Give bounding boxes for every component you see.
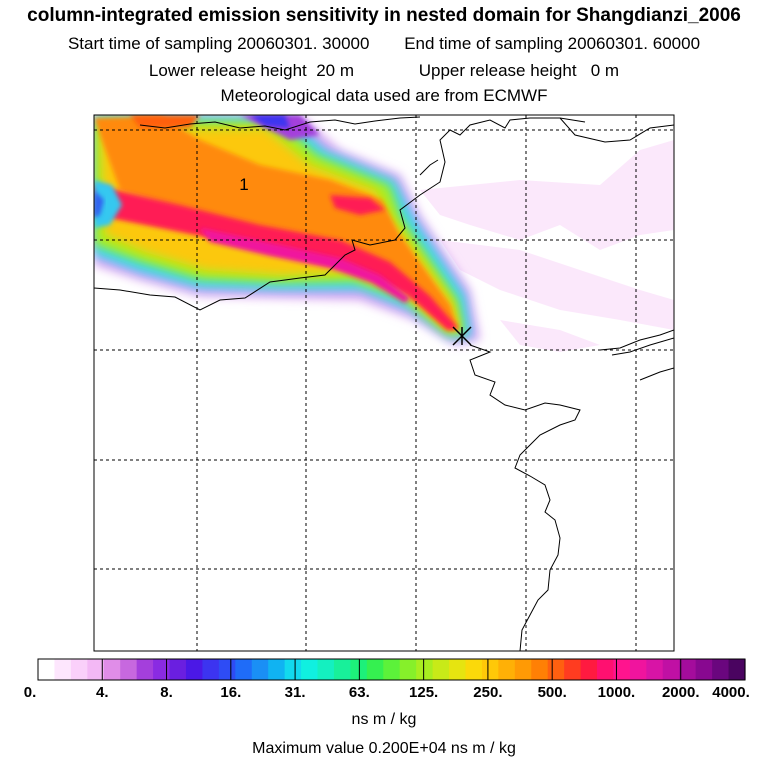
colorbar-segment	[580, 659, 598, 680]
colorbar-tick-label: 8.	[160, 684, 173, 701]
upper-value: 0 m	[590, 61, 620, 80]
colorbar-segment	[597, 659, 615, 680]
colorbar-segment	[235, 659, 253, 680]
colorbar-segment	[218, 659, 236, 680]
colorbar-frame	[37, 658, 746, 681]
colorbar-segment	[629, 659, 647, 680]
colorbar-segment	[531, 659, 549, 680]
start-value: 20060301. 30000	[237, 34, 370, 53]
contour-label: 1	[239, 175, 248, 194]
colorbar-tick-label: 63.	[348, 684, 370, 701]
faint-patches	[420, 140, 674, 352]
colorbar-segment	[317, 659, 335, 680]
colorbar-segment	[465, 659, 483, 680]
colorbar-segment	[251, 659, 269, 680]
colorbar-segment	[613, 659, 631, 680]
colorbar-segment	[383, 659, 401, 680]
colorbar-segment	[481, 659, 499, 680]
colorbar-segment	[712, 659, 730, 680]
colorbar-tick-label: 1000.	[597, 684, 636, 701]
end-label: End time of sampling	[404, 34, 563, 53]
colorbar-tick-label: 4.	[96, 684, 109, 701]
map-frame	[93, 114, 675, 652]
colorbar-segment	[87, 659, 105, 680]
colorbar-segment	[38, 659, 56, 680]
sampling-times: Start time of sampling 20060301. 30000 E…	[0, 34, 768, 54]
graticule	[94, 115, 674, 651]
colorbar-segment	[432, 659, 450, 680]
colorbar-unit: ns m / kg	[351, 711, 417, 728]
colorbar-segment	[268, 659, 286, 680]
met-data-note: Meteorological data used are from ECMWF	[220, 86, 548, 105]
colorbar-segment	[728, 659, 746, 680]
colorbar-segment	[70, 659, 88, 680]
colorbar-segment	[449, 659, 467, 680]
colorbar-segment	[662, 659, 680, 680]
colorbar-tick-label: 31.	[284, 684, 306, 701]
colorbar-tick-label: 250.	[473, 684, 503, 701]
colorbar-segment	[547, 659, 565, 680]
colorbar-segment	[646, 659, 664, 680]
colorbar-tick-label: 4000.	[712, 684, 750, 701]
maximum-value: Maximum value 0.200E+04 ns m / kg	[252, 740, 516, 757]
colorbar-tick-label: 125.	[409, 684, 439, 701]
colorbar-tick-label: 500.	[537, 684, 567, 701]
coastlines	[94, 116, 674, 651]
colorbar-segment	[153, 659, 171, 680]
colorbar-segment	[284, 659, 302, 680]
colorbar-segment	[514, 659, 532, 680]
upper-label: Upper release height	[418, 61, 577, 80]
colorbar-tick-label: 16.	[220, 684, 242, 701]
colorbar-segment	[333, 659, 351, 680]
colorbar-segment	[679, 659, 697, 680]
colorbar-segment	[498, 659, 516, 680]
colorbar-segment	[202, 659, 220, 680]
colorbar-segment	[366, 659, 384, 680]
colorbar	[37, 659, 746, 680]
colorbar-segment	[169, 659, 187, 680]
end-value: 20060301. 60000	[567, 34, 701, 53]
plot-title: column-integrated emission sensitivity i…	[27, 5, 741, 26]
release-heights: Lower release height 20 m Upper release …	[0, 61, 768, 81]
colorbar-segment	[54, 659, 72, 680]
colorbar-segment	[136, 659, 154, 680]
plume-layers	[94, 115, 480, 345]
release-site-cross-icon	[452, 326, 472, 346]
colorbar-tick-label: 0.	[23, 684, 37, 701]
colorbar-tick-label: 2000.	[661, 684, 700, 701]
colorbar-segment	[564, 659, 582, 680]
colorbar-segment	[103, 659, 121, 680]
colorbar-segment	[301, 659, 319, 680]
plume-field	[94, 115, 674, 352]
start-label: Start time of sampling	[67, 34, 233, 53]
colorbar-segment	[120, 659, 138, 680]
lower-label: Lower release height	[148, 61, 307, 80]
colorbar-segment	[399, 659, 417, 680]
lower-value: 20 m	[316, 61, 354, 80]
colorbar-segment	[185, 659, 204, 680]
colorbar-segment	[695, 659, 713, 680]
colorbar-segment	[416, 659, 434, 680]
